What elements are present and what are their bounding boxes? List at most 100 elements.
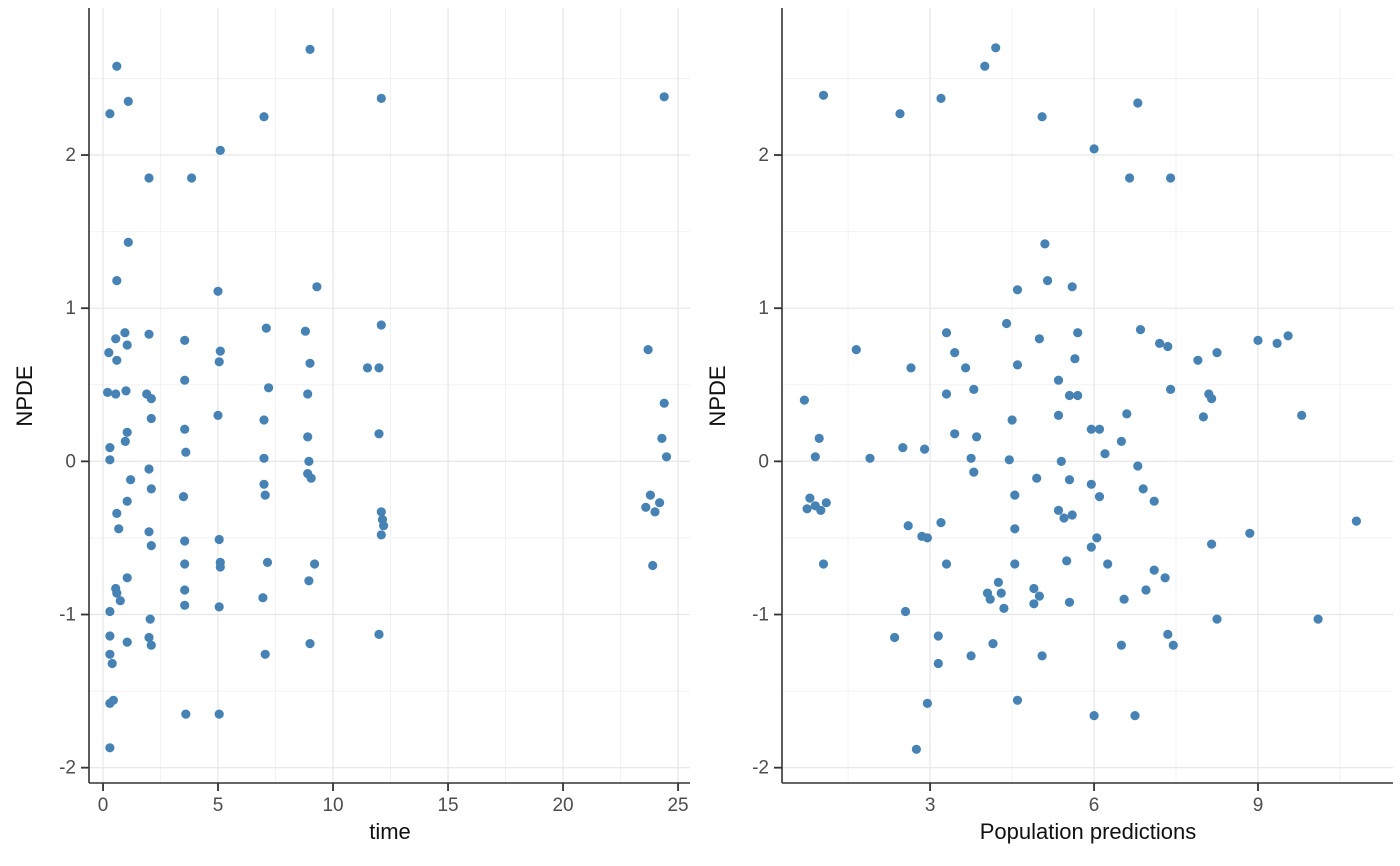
data-point bbox=[181, 447, 191, 457]
data-point bbox=[1040, 239, 1050, 249]
data-point bbox=[1166, 384, 1176, 394]
data-point bbox=[1053, 410, 1064, 420]
data-point bbox=[180, 559, 190, 569]
data-point bbox=[1245, 528, 1255, 538]
data-point bbox=[645, 490, 656, 500]
data-point bbox=[310, 559, 320, 569]
data-point bbox=[259, 479, 269, 489]
y-tick-label: 0 bbox=[758, 451, 769, 472]
data-point bbox=[1122, 409, 1132, 419]
data-point bbox=[259, 453, 269, 463]
data-points bbox=[103, 44, 672, 753]
data-point bbox=[376, 93, 386, 103]
data-point bbox=[180, 600, 190, 610]
data-point bbox=[1283, 331, 1293, 341]
data-point bbox=[890, 632, 900, 643]
data-point bbox=[112, 508, 122, 518]
data-point bbox=[991, 43, 1001, 53]
data-point bbox=[1100, 449, 1110, 459]
data-point bbox=[1012, 285, 1023, 295]
x-tick-label: 25 bbox=[667, 795, 688, 816]
data-point bbox=[120, 328, 130, 338]
data-point bbox=[379, 521, 389, 531]
data-point bbox=[906, 363, 916, 373]
data-points bbox=[799, 43, 1361, 754]
data-point bbox=[1094, 492, 1105, 502]
y-tick-label: -1 bbox=[59, 605, 76, 626]
data-point bbox=[123, 237, 133, 247]
data-point bbox=[120, 436, 130, 446]
data-point bbox=[303, 432, 313, 442]
data-point bbox=[105, 698, 115, 709]
data-point bbox=[105, 109, 115, 119]
data-point bbox=[961, 363, 971, 373]
tick-marks bbox=[774, 154, 1259, 791]
data-point bbox=[1297, 410, 1307, 420]
data-point bbox=[187, 173, 197, 183]
data-point bbox=[969, 384, 979, 394]
right-panel-x-axis-title: Population predictions bbox=[979, 819, 1197, 844]
data-point bbox=[105, 631, 115, 641]
data-point bbox=[376, 530, 386, 540]
data-point bbox=[144, 329, 154, 339]
data-point bbox=[374, 363, 384, 373]
right-panel-predictions-scatter: 3 6 9 -2 -1 0 1 2 bbox=[752, 8, 1393, 816]
data-point bbox=[993, 577, 1004, 588]
data-point bbox=[980, 61, 990, 71]
major-gridlines bbox=[782, 8, 1393, 783]
data-point bbox=[258, 593, 268, 603]
data-point bbox=[1160, 573, 1170, 583]
data-point bbox=[259, 415, 269, 425]
data-point bbox=[260, 649, 270, 659]
data-point bbox=[1032, 473, 1042, 483]
data-point bbox=[1089, 144, 1099, 154]
data-point bbox=[112, 276, 122, 286]
data-point bbox=[661, 452, 672, 462]
y-tick-label: 2 bbox=[758, 145, 769, 166]
data-point bbox=[895, 109, 905, 119]
major-gridlines bbox=[89, 8, 690, 783]
data-point bbox=[1313, 614, 1323, 624]
data-point bbox=[1029, 599, 1039, 609]
data-point bbox=[111, 334, 121, 344]
data-point bbox=[1198, 412, 1208, 422]
data-point bbox=[851, 345, 861, 355]
data-point bbox=[659, 92, 669, 102]
data-point bbox=[312, 282, 322, 292]
data-point bbox=[814, 433, 824, 443]
data-point bbox=[214, 709, 224, 719]
data-point bbox=[950, 348, 960, 358]
data-point bbox=[146, 413, 156, 424]
data-point bbox=[122, 340, 132, 350]
data-point bbox=[214, 602, 224, 612]
data-point bbox=[1004, 455, 1014, 465]
data-point bbox=[1007, 415, 1017, 425]
data-point bbox=[1012, 695, 1023, 705]
data-point bbox=[805, 493, 815, 503]
data-point bbox=[799, 395, 810, 405]
data-point bbox=[1037, 112, 1047, 122]
data-point bbox=[215, 562, 225, 572]
data-point bbox=[657, 433, 667, 443]
data-point bbox=[1062, 556, 1072, 566]
data-point bbox=[802, 504, 812, 514]
data-point bbox=[300, 326, 310, 336]
x-tick-label: 15 bbox=[437, 795, 458, 816]
data-point bbox=[900, 606, 911, 617]
data-point bbox=[111, 389, 121, 399]
data-point bbox=[1073, 390, 1083, 401]
data-point bbox=[650, 507, 660, 517]
data-point bbox=[1002, 318, 1012, 329]
x-tick-label: 5 bbox=[213, 795, 224, 816]
data-point bbox=[122, 427, 132, 437]
data-point bbox=[1034, 334, 1044, 344]
data-point bbox=[1094, 424, 1105, 434]
right-panel-y-axis-title: NPDE bbox=[705, 365, 730, 427]
data-point bbox=[1125, 173, 1135, 183]
data-point bbox=[1073, 328, 1083, 338]
data-point bbox=[121, 386, 131, 396]
data-point bbox=[1053, 505, 1064, 515]
data-point bbox=[950, 429, 960, 439]
data-point bbox=[1138, 484, 1148, 494]
